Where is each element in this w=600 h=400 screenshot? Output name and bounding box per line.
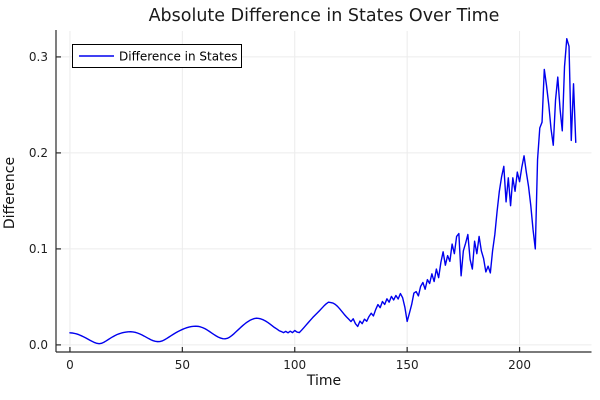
- x-tick-label: 200: [508, 358, 531, 372]
- x-axis-label: Time: [306, 373, 341, 389]
- legend: Difference in States: [72, 44, 242, 68]
- y-tick-label: 0.2: [29, 146, 48, 160]
- legend-box: [72, 44, 242, 68]
- chart-title: Absolute Difference in States Over Time: [149, 6, 500, 26]
- data-series: [69, 37, 577, 345]
- legend-label: Difference in States: [119, 50, 237, 64]
- difference-line: [69, 37, 577, 345]
- x-tick-label: 100: [283, 358, 306, 372]
- tick-marks: [56, 56, 521, 352]
- tick-labels: 0 50 100 150 200 0.0 0.1 0.2 0.3: [29, 50, 531, 372]
- y-tick-label: 0.3: [29, 50, 48, 64]
- x-tick-label: 50: [175, 358, 190, 372]
- y-tick-label: 0.0: [29, 338, 48, 352]
- x-tick-label: 0: [66, 358, 74, 372]
- y-tick-label: 0.1: [29, 242, 48, 256]
- gridlines: [56, 31, 592, 352]
- axes-spines: [55, 30, 592, 353]
- y-axis-label: Difference: [2, 157, 18, 229]
- x-tick-label: 150: [396, 358, 419, 372]
